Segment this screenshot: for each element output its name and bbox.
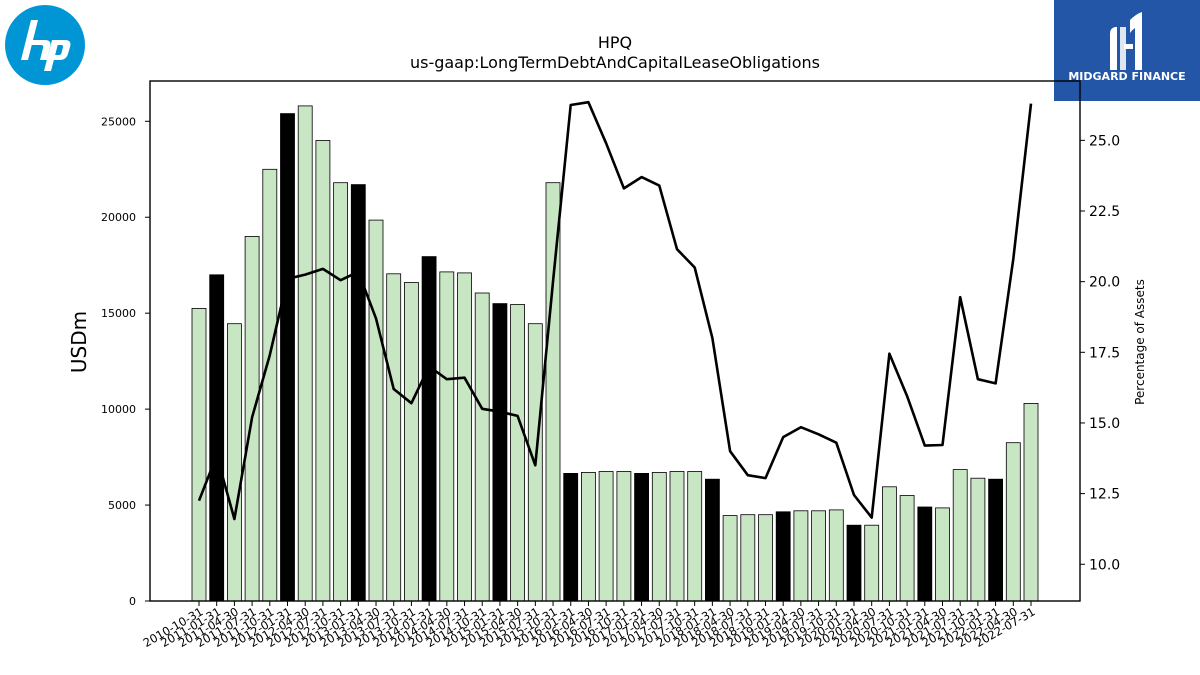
- bar: [669, 471, 685, 602]
- bar: [846, 524, 862, 602]
- bar: [1005, 442, 1021, 602]
- bar: [793, 510, 809, 602]
- bar: [616, 471, 632, 602]
- midgard-finance-logo: MIDGARD FINANCE: [1054, 0, 1200, 101]
- bar: [492, 303, 508, 602]
- bar: [386, 273, 402, 602]
- y2-tick-label: 17.5: [1089, 345, 1120, 361]
- bar: [1023, 402, 1039, 602]
- bar: [280, 113, 295, 602]
- y-tick-label: 10000: [101, 403, 136, 416]
- bar: [651, 471, 667, 602]
- bar: [350, 184, 366, 602]
- bar: [775, 511, 791, 602]
- y-tick-label: 5000: [108, 499, 136, 512]
- bar: [315, 140, 331, 602]
- axes: 0 5000 10000 15000 20000 25000 10.0 12.5 15.0 17.…: [101, 80, 1120, 650]
- bar: [510, 304, 526, 602]
- bar: [403, 282, 419, 602]
- bar: [899, 495, 915, 602]
- hp-logo: [5, 5, 85, 85]
- bar: [333, 182, 349, 602]
- bar: [864, 524, 880, 602]
- bar: [209, 274, 225, 602]
- bar: [952, 469, 968, 602]
- y-tick-label: 0: [129, 595, 136, 608]
- bar: [421, 256, 437, 602]
- bar: [705, 478, 720, 602]
- y2-tick-label: 25.0: [1089, 133, 1120, 149]
- y2-tick-label: 20.0: [1089, 275, 1120, 291]
- bar: [598, 471, 614, 602]
- bar: [687, 471, 703, 602]
- y2-tick-label: 12.5: [1089, 487, 1120, 503]
- bar: [935, 507, 950, 602]
- y-tick-label: 25000: [101, 115, 136, 128]
- bar: [634, 472, 649, 602]
- bar: [581, 471, 596, 602]
- bar: [563, 472, 579, 602]
- bar: [474, 292, 490, 602]
- bar: [226, 323, 242, 602]
- midgard-mark-icon: [1110, 12, 1142, 70]
- bar: [191, 307, 207, 602]
- y2-tick-label: 10.0: [1089, 557, 1120, 573]
- chart-subtitle: us-gaap:LongTermDebtAndCapitalLeaseOblig…: [410, 53, 820, 72]
- bar: [988, 478, 1003, 602]
- bar: [297, 105, 313, 602]
- y-tick-label: 20000: [101, 211, 136, 224]
- y2-axis-label: Percentage of Assets: [1133, 279, 1147, 405]
- y2-tick-label: 22.5: [1089, 204, 1120, 220]
- y2-tick-label: 15.0: [1089, 416, 1120, 432]
- line-series: [197, 100, 1033, 521]
- bar: [828, 509, 844, 602]
- bar: [882, 486, 897, 602]
- bar: [758, 514, 773, 602]
- chart-title: HPQ: [598, 33, 632, 52]
- y-axis-label: USDm: [67, 311, 91, 373]
- bar: [722, 515, 738, 602]
- bar: [457, 272, 472, 602]
- percentage-line: [197, 100, 1033, 521]
- midgard-brand-text: MIDGARD FINANCE: [1068, 70, 1186, 83]
- bar: [740, 514, 756, 602]
- y-tick-label: 15000: [101, 307, 136, 320]
- bar: [368, 219, 384, 602]
- bar: [439, 271, 455, 602]
- bar: [970, 477, 986, 602]
- bar-series: [191, 105, 1039, 602]
- plot-frame: [149, 80, 1081, 602]
- bar: [262, 168, 278, 602]
- bar: [917, 506, 933, 602]
- bar: [811, 510, 826, 602]
